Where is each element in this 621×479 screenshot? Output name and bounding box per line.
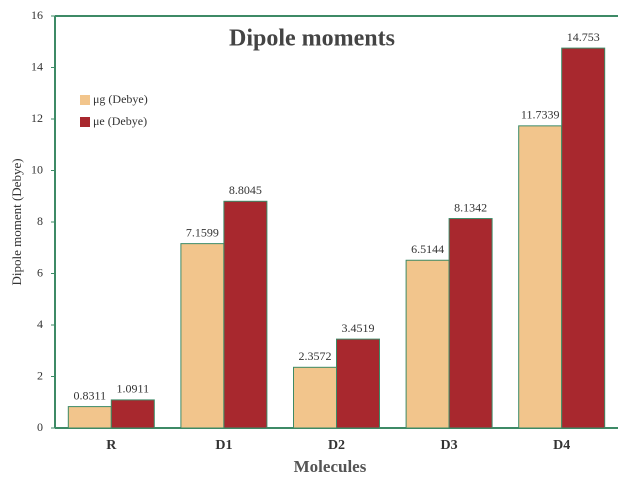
y-tick-label: 16 <box>31 8 43 22</box>
legend-swatch <box>80 117 90 127</box>
data-label: 2.3572 <box>299 349 332 363</box>
x-axis-label: Molecules <box>294 457 367 476</box>
x-tick-label: D1 <box>215 438 232 453</box>
data-label: 6.5144 <box>411 242 444 256</box>
bar <box>293 366 337 429</box>
data-label: 8.8045 <box>229 183 262 197</box>
y-tick-label: 4 <box>37 317 43 331</box>
data-label: 14.753 <box>567 30 600 44</box>
bar <box>561 47 606 429</box>
bar <box>180 243 225 429</box>
y-tick-label: 0 <box>37 420 43 434</box>
x-tick-label: D3 <box>441 438 458 453</box>
data-label: 11.7339 <box>521 108 560 122</box>
y-tick-label: 6 <box>37 265 43 279</box>
x-tick-label: D4 <box>553 438 570 453</box>
legend-label: μg (Debye) <box>93 92 148 106</box>
x-tick-label: R <box>106 438 117 453</box>
bar <box>405 259 450 429</box>
data-label: 1.0911 <box>117 382 150 396</box>
y-tick-label: 12 <box>31 111 43 125</box>
data-label: 0.8311 <box>74 388 107 402</box>
y-tick-label: 2 <box>37 368 43 382</box>
data-label: 3.4519 <box>342 321 375 335</box>
y-tick-label: 8 <box>37 214 43 228</box>
bar <box>518 125 563 429</box>
bar <box>448 218 493 429</box>
data-label: 7.1599 <box>186 225 219 239</box>
y-tick-label: 14 <box>31 59 43 73</box>
bar <box>336 338 380 429</box>
y-axis-label: Dipole moment (Debye) <box>9 158 24 285</box>
bar <box>67 406 112 429</box>
chart-title: Dipole moments <box>229 26 395 52</box>
data-label: 8.1342 <box>454 200 487 214</box>
legend-swatch <box>80 95 90 105</box>
bar <box>223 200 268 429</box>
bar <box>110 399 155 429</box>
y-tick-label: 10 <box>31 162 43 176</box>
x-tick-label: D2 <box>328 438 345 453</box>
legend-label: μe (Debye) <box>93 114 147 128</box>
